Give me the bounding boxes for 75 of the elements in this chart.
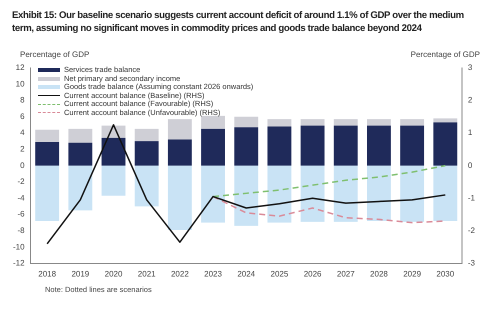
bar xyxy=(400,119,424,126)
bar xyxy=(102,138,126,166)
x-tick-label: 2023 xyxy=(204,269,222,278)
x-tick-label: 2022 xyxy=(170,269,190,278)
y-axis-title: Percentage of GDP xyxy=(20,50,90,59)
bar xyxy=(68,128,92,143)
y2-tick-label: 1 xyxy=(468,128,473,138)
y2-axis-title: Percentage of GDP xyxy=(410,50,480,59)
y-tick-label: 2 xyxy=(20,144,26,154)
y-tick-label: 8 xyxy=(20,96,26,105)
y-tick-label: -8 xyxy=(17,226,26,236)
bar xyxy=(134,166,159,206)
x-tick-label: 2024 xyxy=(237,269,256,278)
bar xyxy=(334,166,358,222)
y-tick-label: 0 xyxy=(20,160,26,170)
x-tick-label: 2028 xyxy=(370,269,388,278)
bar xyxy=(433,166,458,222)
y-tick-label: -6 xyxy=(17,210,26,219)
bar xyxy=(68,142,92,166)
x-tick-label: 2018 xyxy=(38,269,57,278)
bar xyxy=(300,166,325,222)
bar xyxy=(35,166,60,222)
bar xyxy=(267,166,292,223)
bar xyxy=(102,166,126,196)
y2-tick-label: -3 xyxy=(468,258,476,268)
y2-tick-label: 0 xyxy=(468,160,473,170)
bar xyxy=(168,140,192,166)
bar xyxy=(168,166,192,230)
bar xyxy=(300,126,325,166)
bar xyxy=(234,127,258,166)
bar xyxy=(168,119,192,140)
bar xyxy=(366,126,391,166)
bar xyxy=(35,142,60,166)
bar xyxy=(267,126,292,166)
x-tick-label: 2030 xyxy=(436,269,455,278)
y2-tick-label: -2 xyxy=(468,226,476,236)
y-tick-label: 10 xyxy=(16,79,26,88)
y2-tick-label: 3 xyxy=(468,63,473,72)
bar xyxy=(334,126,358,166)
bar xyxy=(201,166,225,223)
line-series xyxy=(212,164,446,198)
bar xyxy=(334,119,358,126)
bar xyxy=(134,141,159,166)
chart-title: Exhibit 15: Our baseline scenario suggests current account deficit of around 1.1% of GDP over the medium term, assuming no significant moves in commodity prices and goods trade balance beyond 2024 xyxy=(12,9,465,35)
bar xyxy=(433,118,458,122)
bar xyxy=(433,122,458,166)
bar xyxy=(234,166,258,226)
bar xyxy=(400,166,424,222)
y-tick-label: -10 xyxy=(13,242,26,252)
bar xyxy=(300,119,325,126)
bar xyxy=(201,128,225,166)
y-tick-label: -4 xyxy=(17,193,26,202)
y-tick-label: -12 xyxy=(13,258,26,268)
bar xyxy=(234,116,258,128)
bar xyxy=(366,119,391,126)
x-tick-label: 2025 xyxy=(270,269,289,278)
x-tick-label: 2027 xyxy=(336,269,356,278)
y2-tick-label: 2 xyxy=(468,96,473,105)
x-tick-label: 2021 xyxy=(138,269,156,278)
x-tick-label: 2029 xyxy=(403,269,422,278)
y-tick-label: 4 xyxy=(20,128,26,138)
y-tick-label: 6 xyxy=(20,112,26,121)
bar xyxy=(68,166,92,210)
bar xyxy=(201,116,225,129)
y-tick-label: 12 xyxy=(16,63,26,72)
bar xyxy=(400,126,424,166)
y-tick-label: -2 xyxy=(17,177,26,186)
x-tick-label: 2020 xyxy=(104,269,123,278)
x-tick-label: 2026 xyxy=(304,269,322,278)
bar xyxy=(366,166,391,222)
bar xyxy=(35,130,60,142)
bar xyxy=(267,119,292,126)
bar xyxy=(134,128,159,142)
y2-tick-label: -1 xyxy=(468,193,476,202)
x-tick-label: 2019 xyxy=(71,269,90,278)
